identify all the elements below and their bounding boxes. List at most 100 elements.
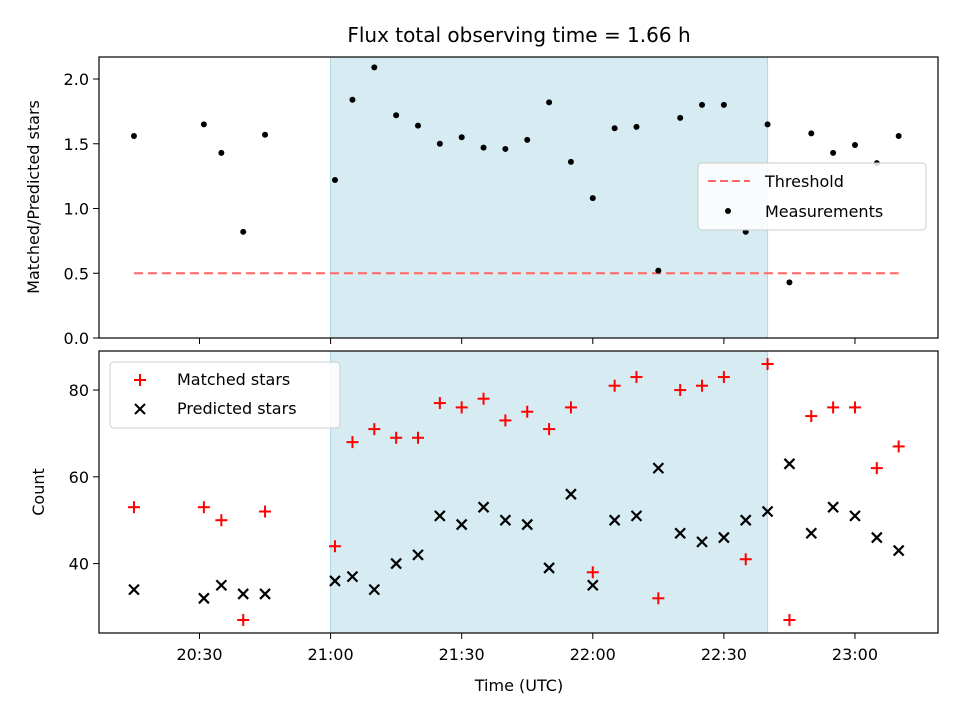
predicted-star-point [346,570,359,583]
predicted-star-stroke [259,588,271,600]
measurement-point [611,125,618,132]
predicted-star-stroke [827,501,839,513]
predicted-star-point [434,510,446,522]
predicted-star-point [368,583,381,596]
predicted-star-stroke [718,531,730,544]
matched-star-point [608,379,621,392]
matched-star-point [674,384,687,397]
predicted-star-point [783,458,796,470]
matched-star-point [328,540,341,553]
measurement-point [218,149,225,156]
predicted-star-point [652,462,665,474]
legend-measurements-label: Measurements [765,202,883,221]
measurement-point [130,132,137,139]
top-legend: Threshold Measurements [697,162,927,231]
predicted-star-stroke [543,562,555,574]
x-tick-label: 23:00 [832,645,878,664]
measurement-point [480,144,487,151]
bottom-y-tick-label: 80 [69,381,89,400]
x-tick-label: 22:30 [701,645,747,664]
predicted-star-stroke [674,527,686,539]
matched-star-point [543,423,556,436]
measurement-point [371,64,378,71]
measurement-point [808,130,815,137]
measurement-point [895,132,902,139]
predicted-star-stroke [521,518,534,531]
bottom-legend: Matched stars Predicted stars [109,361,341,429]
measurement-point [655,267,662,274]
top-y-tick-label: 1.5 [64,135,89,154]
predicted-star-stroke [849,510,861,522]
predicted-star-stroke [892,544,905,557]
top-y-axis-label: Matched/Predicted stars [24,100,43,294]
predicted-star-point [128,583,140,596]
measurement-point [699,101,706,108]
matched-star-point [827,401,840,414]
predicted-star-stroke [128,583,140,596]
predicted-star-point [412,549,424,561]
predicted-star-point [455,518,468,531]
measurement-point [567,158,574,165]
legend-predicted-label: Predicted stars [177,399,297,418]
measurement-point [786,279,793,286]
legend-predicted-marker [134,403,146,415]
matched-star-point [346,436,359,449]
top-y-tick-label: 0.5 [64,264,89,283]
x-tick-label: 21:30 [439,645,485,664]
flux-ratio-panel: Flux total observing time = 1.66 h 0.0 0.… [24,23,939,348]
predicted-star-stroke [499,514,512,526]
predicted-star-point [696,536,708,548]
matched-star-point [630,371,643,384]
predicted-star-stroke [198,592,210,605]
matched-star-point [805,410,818,423]
predicted-star-stroke [434,510,446,522]
measurement-point [633,123,640,130]
matched-star-point [127,501,140,514]
matched-star-point [739,553,752,566]
predicted-star-stroke [608,514,621,526]
top-y-tick-label: 1.0 [64,200,89,219]
bottom-y-tick-label: 60 [69,468,89,487]
predicted-star-stroke [805,527,818,539]
predicted-star-point [499,514,512,526]
predicted-star-point [198,592,210,605]
matched-star-point [368,423,381,436]
legend-measurement-dot [725,208,731,214]
measurement-point [331,177,338,184]
predicted-star-stroke [783,458,796,470]
predicted-star-stroke [215,579,228,592]
predicted-star-point [892,544,905,557]
measurement-point [589,195,596,202]
matched-star-point [411,431,424,444]
predicted-star-stroke [455,518,468,531]
predicted-star-point [565,488,577,500]
matched-star-point [761,358,774,371]
measurement-point [349,96,356,103]
x-tick-label: 21:00 [308,645,354,664]
predicted-star-point [871,531,883,544]
matched-star-point [717,371,730,384]
predicted-star-stroke [565,488,577,500]
predicted-star-point [329,575,341,587]
predicted-star-stroke [739,514,752,526]
matched-star-point [215,514,228,527]
predicted-star-point [521,518,534,531]
predicted-star-point [827,501,839,513]
measurement-point [524,136,531,143]
measurement-point [200,121,207,128]
predicted-star-stroke [368,583,381,596]
measurement-point [414,122,421,129]
measurement-point [851,142,858,149]
predicted-star-point [390,557,402,570]
matched-star-point [433,397,446,410]
predicted-star-stroke [652,462,665,474]
predicted-star-point [259,588,271,600]
predicted-star-stroke [412,549,424,561]
matched-star-point [892,440,905,453]
predicted-star-point [718,531,730,544]
star-count-panel: 40 60 80 20:30 21:00 21:30 22:00 22:30 23:00 Cou… [29,350,939,695]
observing-window-shade [330,350,769,634]
matched-star-point [870,462,883,475]
matched-star-point [237,613,250,626]
